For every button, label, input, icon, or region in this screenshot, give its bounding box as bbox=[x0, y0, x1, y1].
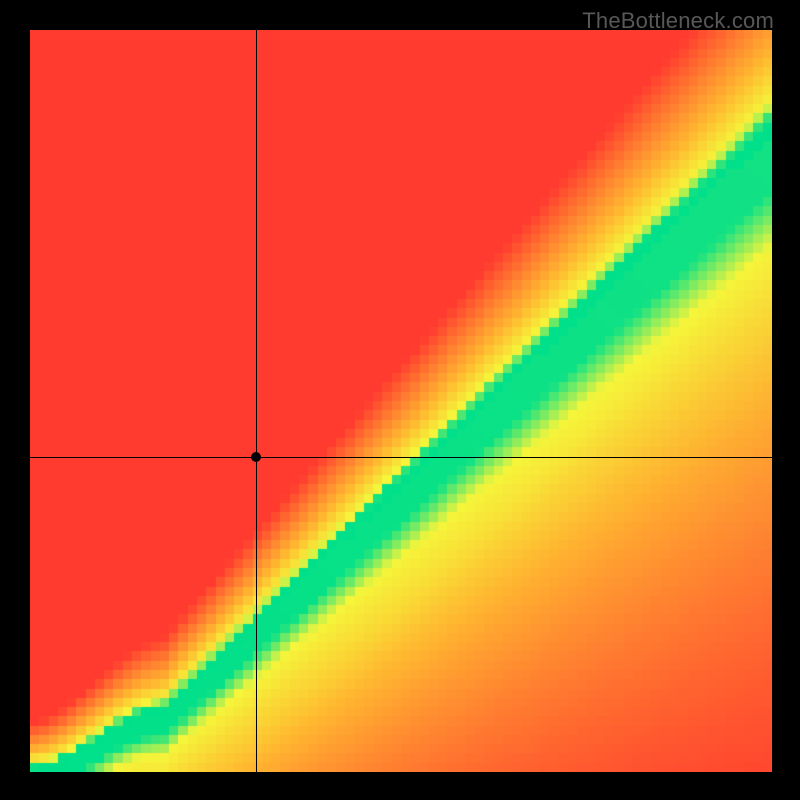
heatmap-plot bbox=[30, 30, 772, 772]
watermark-text: TheBottleneck.com bbox=[582, 8, 774, 34]
heatmap-canvas bbox=[30, 30, 772, 772]
